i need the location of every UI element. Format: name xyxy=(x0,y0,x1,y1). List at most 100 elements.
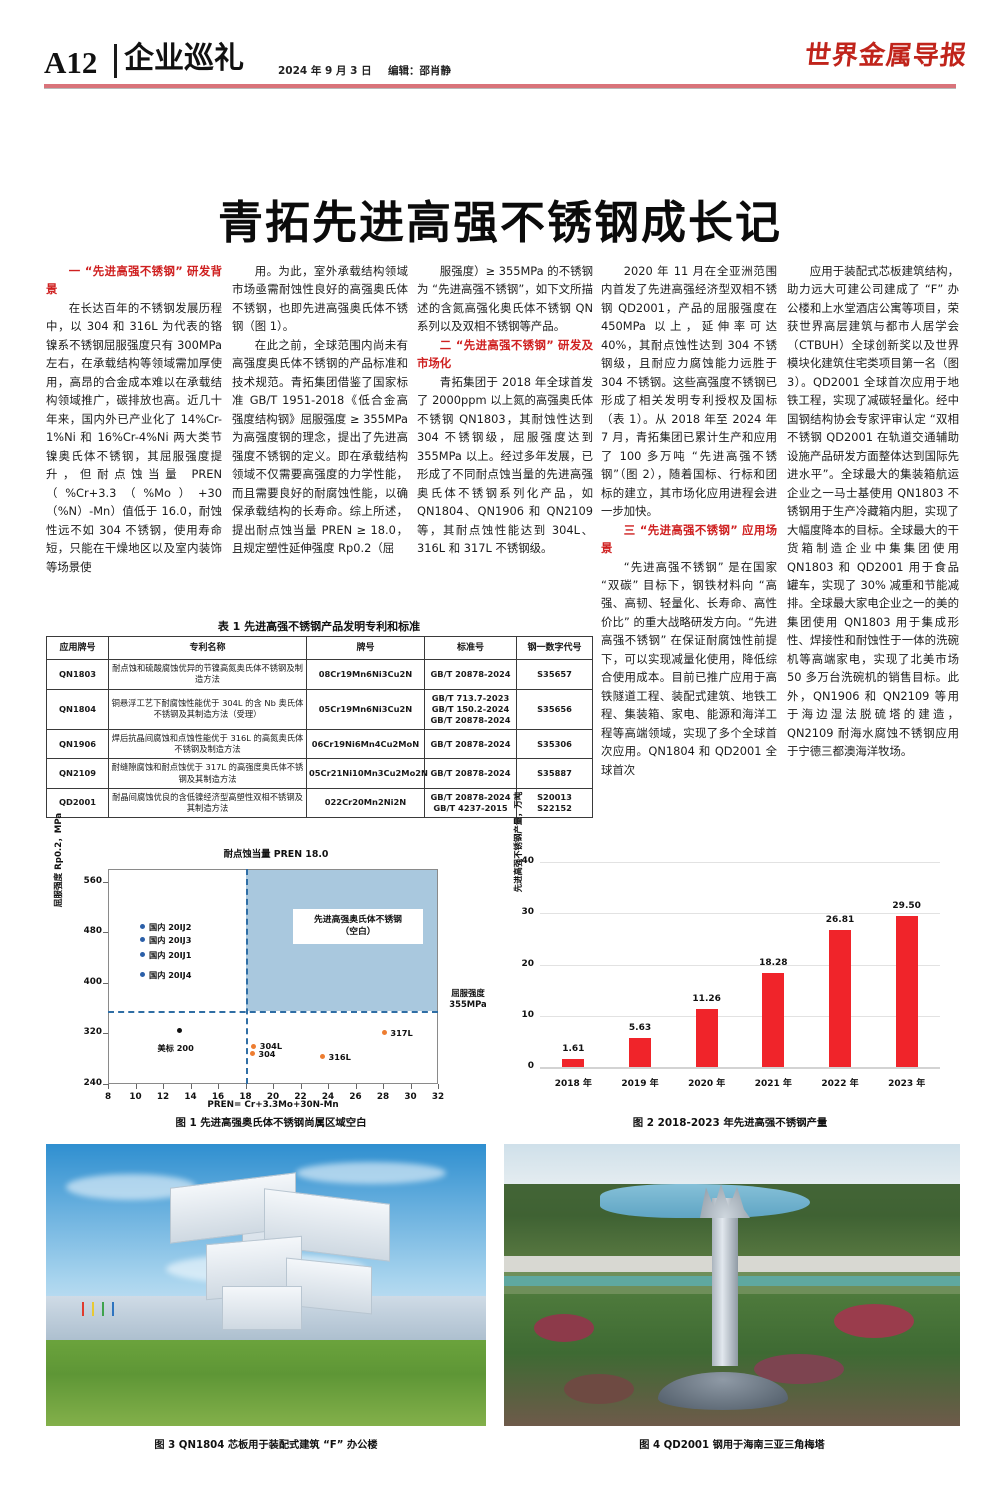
figure2-value-label: 26.81 xyxy=(825,914,855,925)
figure1-x-tick xyxy=(190,1084,192,1089)
section-subheading: 一 “先进高强不锈钢” 研发背景 xyxy=(46,264,222,297)
figure1-point-label: 317L xyxy=(390,1027,413,1038)
figure2-value-label: 18.28 xyxy=(759,958,788,969)
grade-cell: QN1804 xyxy=(46,688,109,731)
figure2-x-tick-label: 2021 年 xyxy=(754,1079,792,1089)
figure1-y-tick-label: 240 xyxy=(83,1078,102,1088)
flag xyxy=(92,1302,94,1316)
figure1-legend-label: 国内 20IJ4 xyxy=(149,970,192,980)
flower-bed xyxy=(534,1314,594,1342)
designation-cell: 022Cr20Mn2Ni2N xyxy=(306,787,425,819)
grade-cell: QN2109 xyxy=(46,758,109,789)
patent-name-cell: 耐点蚀和硫酸腐蚀优异的节镍高氮奥氏体不锈钢及制造方法 xyxy=(108,659,307,690)
figure2-y-tick-label: 10 xyxy=(521,1009,534,1020)
figure2-value-label: 5.63 xyxy=(628,1023,652,1034)
figure1-pren-threshold-line xyxy=(245,869,248,1084)
figure1-x-tick xyxy=(163,1084,164,1089)
figure1-x-tick xyxy=(300,1084,302,1089)
figure2-value-label: 11.26 xyxy=(692,994,721,1005)
table1-header-cell: 应用牌号 xyxy=(46,635,109,661)
patent-standard-table: 应用牌号 专利名称 牌号 标准号 钢一数字代号 QN1803 耐点蚀和硫酸腐蚀优异的节镍高… xyxy=(46,635,593,819)
patent-name-cell: 耐晶间腐蚀优良的含低镍经济型高塑性双相不锈钢及其制造方法 xyxy=(108,787,307,819)
grade-cell: QD2001 xyxy=(46,787,109,819)
figure2-y-tick-label: 30 xyxy=(521,907,534,918)
section-subheading: 二 “先进高强不锈钢” 研发及市场化 xyxy=(417,337,593,371)
figure1-data-point xyxy=(249,1051,255,1057)
figure1-legend-marker xyxy=(140,937,145,942)
figure1-x-tick xyxy=(410,1084,412,1089)
newspaper-logo: 世界金属导报 xyxy=(803,41,969,71)
grade-cell: QN1803 xyxy=(46,659,109,690)
steel-code-cell: S35656 xyxy=(516,688,593,731)
figure1-point-label: 304L xyxy=(259,1041,283,1052)
figure1-yield-threshold-line xyxy=(108,1011,438,1014)
figure1-y-tick xyxy=(103,1033,108,1035)
sky-haze xyxy=(504,1144,960,1184)
table1-header-row: 应用牌号 专利名称 牌号 标准号 钢一数字代号 xyxy=(46,635,593,661)
figure1-plot-area: 先进高强奥氏体不锈钢 （空白） 240 320 400 480 560 8 10 12 14 16 1… xyxy=(84,869,444,1102)
figure1-x-tick-label: 14 xyxy=(184,1092,197,1102)
section-title: 企业巡礼 xyxy=(124,41,244,76)
figure1-x-tick-label: 20 xyxy=(266,1092,280,1102)
figure1-y-tick-label: 480 xyxy=(83,926,102,937)
standard-number-cell: GB/T 20878-2024 xyxy=(424,659,517,690)
table1-header-cell: 标准号 xyxy=(424,635,517,661)
standard-number-cell: GB/T 713.7-2023 GB/T 150.2-2024 GB/T 20878… xyxy=(424,688,517,731)
figure2-y-tick-label: 20 xyxy=(521,958,534,969)
patent-name-cell: 铜悬浮工艺下耐腐蚀性能优于 304L 的含 Nb 奥氏体不锈钢及其制造方法（受理… xyxy=(108,688,307,731)
standard-number-cell: GB/T 20878-2024 xyxy=(424,758,517,789)
page-number: A12 xyxy=(44,45,98,80)
body-paragraph: 应用于装配式芯板建筑结构，助力远大可建公司建成了 “F” 办公楼和上水堂酒店公寓… xyxy=(787,264,959,759)
table-row: QN1804 铜悬浮工艺下耐腐蚀性能优于 304L 的含 Nb 奥氏体不锈钢及其制… xyxy=(46,688,593,731)
bougainvillea-tower xyxy=(712,1198,738,1366)
figure1-legend-label: 国内 20IJ1 xyxy=(149,950,192,960)
figure1-x-tick xyxy=(355,1084,357,1089)
article-column-1: 一 “先进高强不锈钢” 研发背景 在长达百年的不锈钢发展历程中，以 304 和 3… xyxy=(46,262,222,838)
figure2-x-tick-label: 2019 年 xyxy=(621,1079,659,1089)
table1-header-cell: 钢一数字代号 xyxy=(516,635,593,661)
table1-caption: 表 1 先进高强不锈钢产品发明专利和标准 xyxy=(217,620,421,633)
masthead-rule-thin xyxy=(44,88,956,89)
figure1-y-tick xyxy=(103,1084,108,1085)
figure1-legend-marker xyxy=(140,952,145,957)
figure1-point-label: 304 xyxy=(258,1048,276,1059)
publication-date: 2024 年 9 月 3 日 xyxy=(278,65,372,77)
section-subheading: 三 “先进高强不锈钢” 应用场景 xyxy=(601,522,777,556)
figure1-band-label: 先进高强奥氏体不锈钢 （空白） xyxy=(293,909,423,944)
designation-cell: 08Cr19Mn6Ni3Cu2N xyxy=(306,659,425,690)
f-office-building-photo xyxy=(46,1144,486,1426)
steel-code-cell: S35657 xyxy=(516,659,593,690)
body-paragraph: 服强度）≥ 355MPa 的不锈钢为 “先进高强不锈钢”，如下文所描述的含氮高强… xyxy=(417,264,593,334)
figure1-scatter-chart: 耐点蚀当量 PREN 18.0 xyxy=(46,846,496,1134)
figure1-x-tick xyxy=(438,1084,439,1089)
figure2-y-tick-label: 40 xyxy=(521,856,534,866)
flag xyxy=(82,1302,84,1316)
table-row: QN1803 耐点蚀和硫酸腐蚀优异的节镍高氮奥氏体不锈钢及制造方法 08Cr19Mn… xyxy=(46,659,593,690)
figure2-bar xyxy=(562,1058,585,1067)
figure2-y-axis-label: 先进高强不锈钢产量，万吨 xyxy=(513,791,523,893)
body-paragraph: 青拓集团于 2018 年全球首发了 2000ppm 以上氮的高强奥氏体不锈钢 Q… xyxy=(417,374,593,556)
figure1-x-axis-label: PREN= Cr+3.3Mo+30N-Mn xyxy=(207,1100,339,1110)
figure2-bar xyxy=(762,973,785,1067)
figure1-x-tick xyxy=(218,1084,219,1089)
standard-number-cell: GB/T 20878-2024 GB/T 4237-2015 xyxy=(424,787,517,819)
figure2-x-tick-label: 2022 年 xyxy=(821,1079,859,1089)
figure1-x-tick-label: 12 xyxy=(156,1092,170,1102)
figure1-plot-frame xyxy=(108,869,438,1084)
patent-name-cell: 焊后抗晶间腐蚀和点蚀性能优于 316L 的高氮奥氏体不锈钢及制造方法 xyxy=(108,729,307,760)
standard-number-cell: GB/T 20878-2024 xyxy=(424,729,517,760)
figure1-point-label: 316L xyxy=(328,1051,351,1062)
figure1-y-axis-label: 屈服强度 Rp0.2，MPa xyxy=(54,812,64,908)
figure1-y-tick xyxy=(103,932,108,934)
figure1-legend-marker xyxy=(140,972,145,977)
body-paragraph: “先进高强不锈钢” 是在国家 “双碳” 目标下，钢铁材料向 “高强、高韧、轻量化… xyxy=(601,559,777,777)
figure4-caption: 图 4 QD2001 钢用于海南三亚三角梅塔 xyxy=(639,1440,825,1451)
masthead-divider xyxy=(114,44,117,78)
figure1-data-point xyxy=(320,1054,325,1060)
table1-body: QN1803 耐点蚀和硫酸腐蚀优异的节镍高氮奥氏体不锈钢及制造方法 08Cr19Mn… xyxy=(46,659,593,819)
figure1-x-tick-label: 28 xyxy=(376,1092,390,1102)
table1-head: 应用牌号 专利名称 牌号 标准号 钢一数字代号 xyxy=(46,635,593,661)
figure2-x-tick-label: 2020 年 xyxy=(688,1079,726,1089)
grade-cell: QN1906 xyxy=(46,729,109,760)
article-column-5: 应用于装配式芯板建筑结构，助力远大可建公司建成了 “F” 办公楼和上水堂酒店公寓… xyxy=(787,262,959,838)
